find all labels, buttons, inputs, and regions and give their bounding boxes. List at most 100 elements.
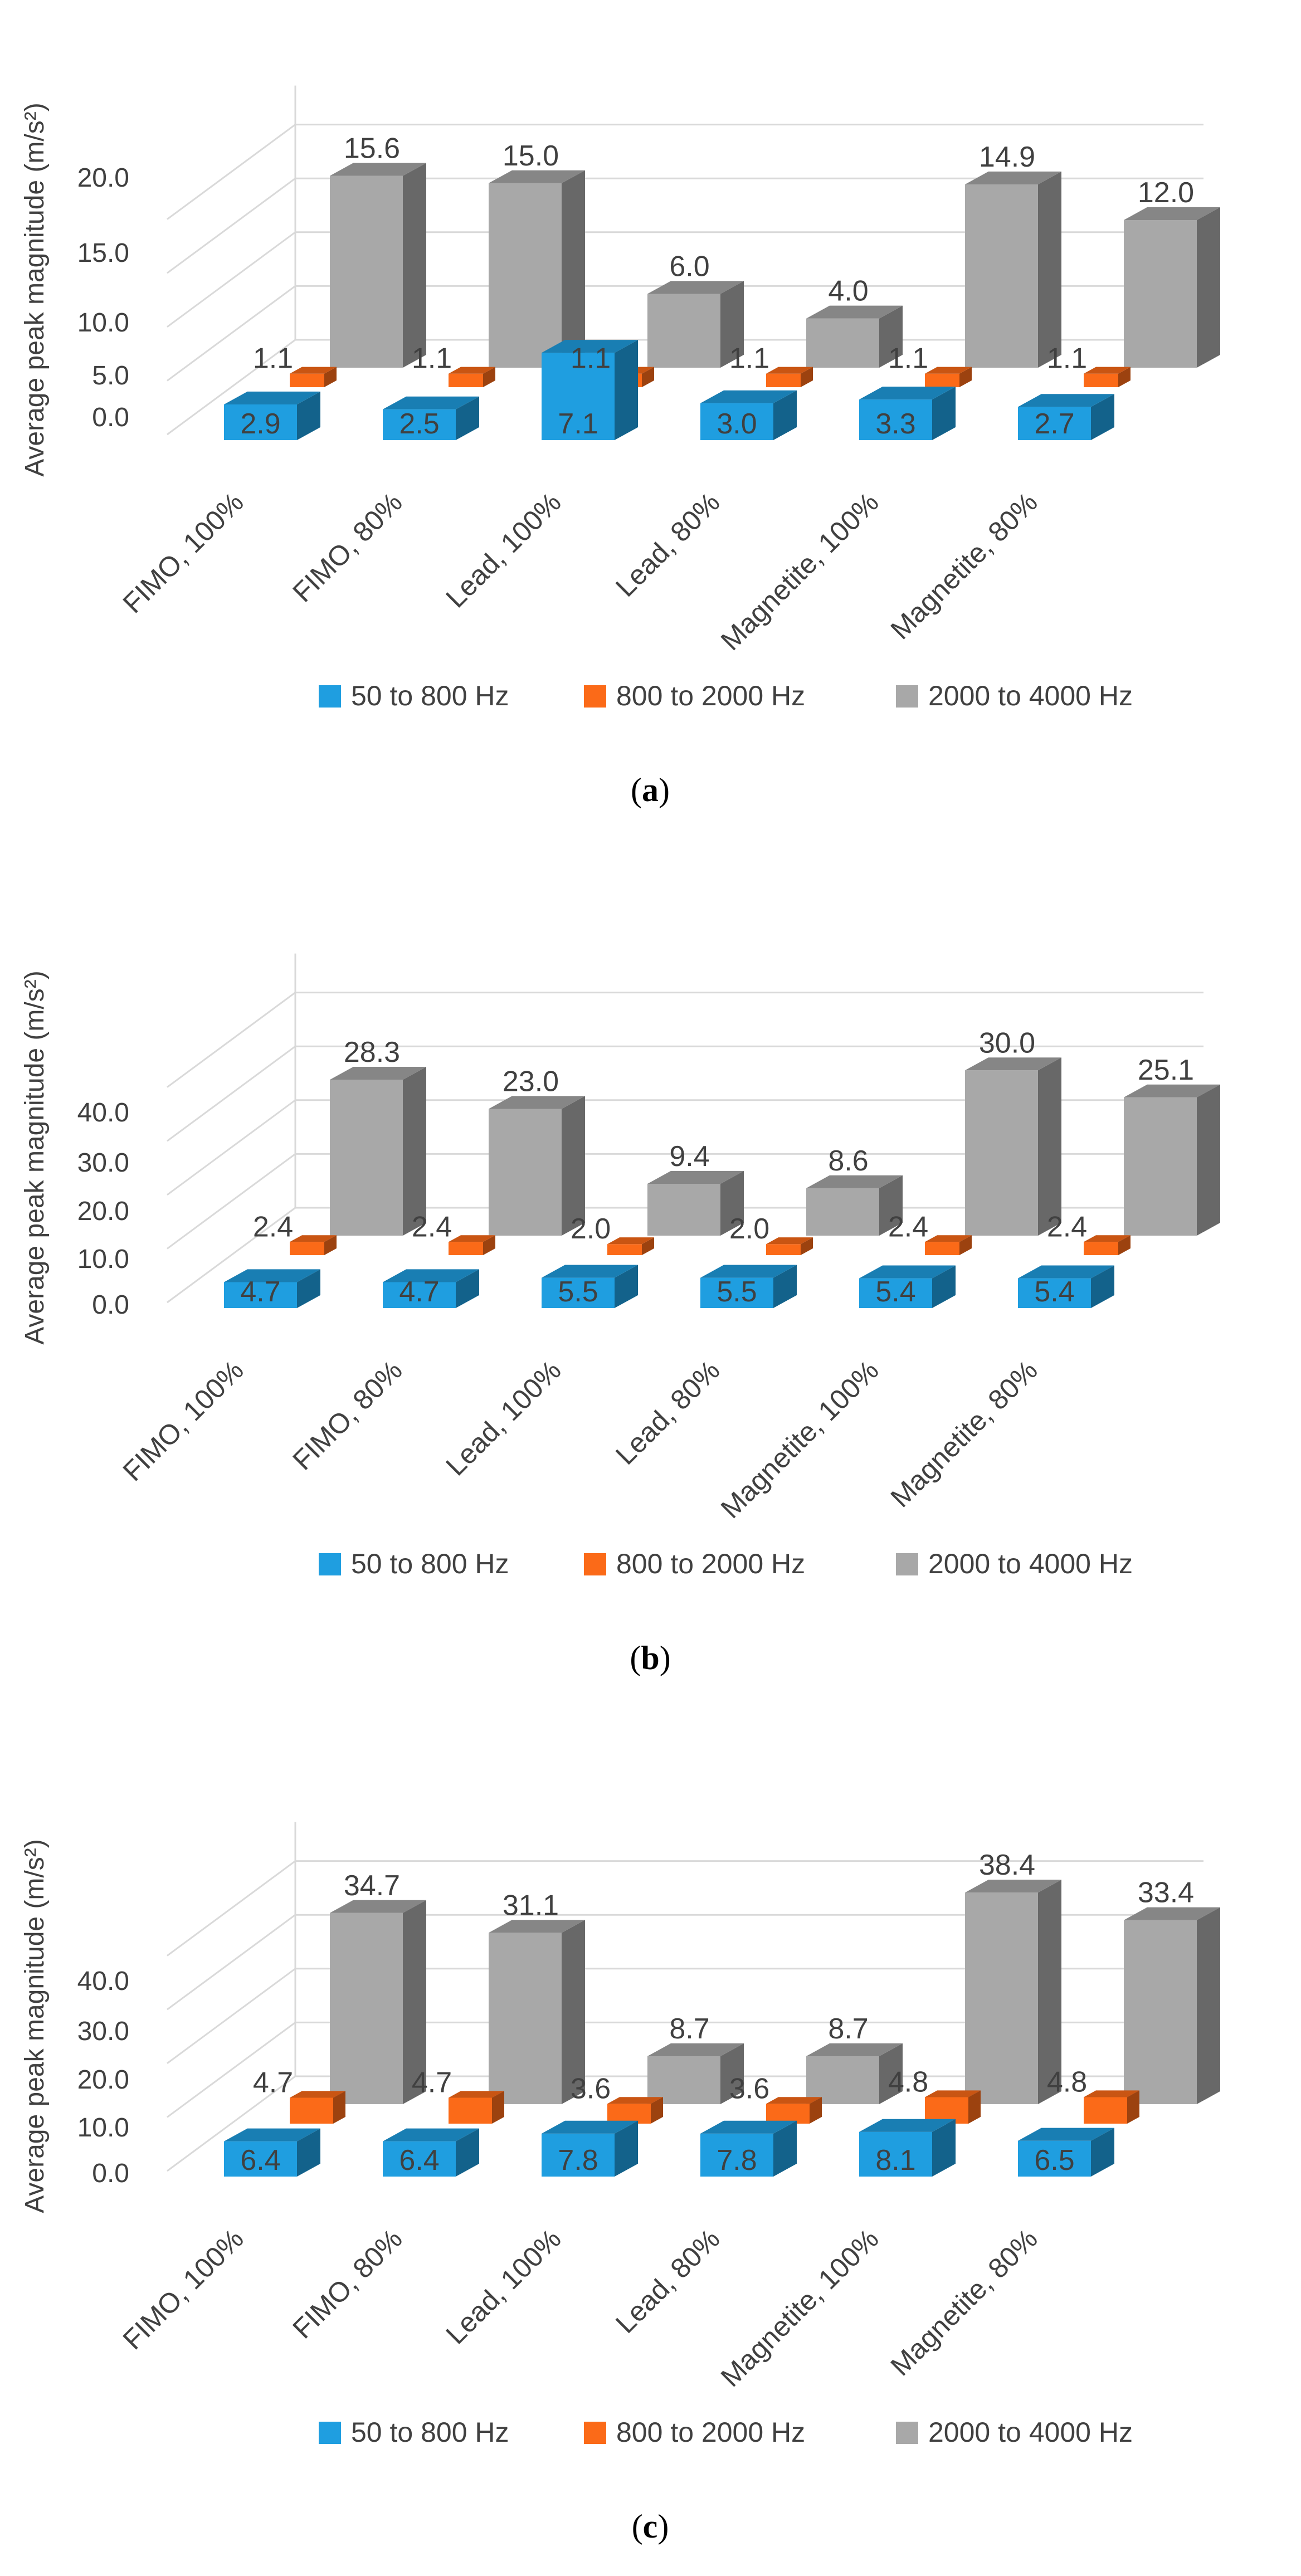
panel-caption: (c)	[632, 2508, 669, 2545]
data-label: 3.0	[717, 408, 757, 440]
bar-front	[489, 183, 562, 368]
legend-swatch	[584, 685, 606, 708]
bar-front	[383, 2141, 456, 2177]
gridline-slant	[167, 285, 296, 382]
gridline-slant	[167, 992, 296, 1088]
bar-front	[489, 1109, 562, 1236]
bar-side	[324, 1235, 337, 1255]
bar-side	[773, 1265, 797, 1308]
gridline-slant	[167, 1968, 296, 2065]
bar-side	[1118, 1235, 1131, 1255]
y-axis-ticks: 0.0 5.0 10.0 15.0 20.0	[77, 163, 129, 432]
bar-top	[647, 281, 744, 294]
bar-50-to-800-hz-2	[542, 1265, 638, 1308]
bar-side	[1091, 394, 1114, 440]
bar-front	[766, 1244, 801, 1255]
bar-side	[1091, 2128, 1114, 2177]
y-tick-label: 40.0	[77, 1098, 129, 1128]
y-tick-label: 0.0	[92, 2159, 129, 2188]
bar-side	[1127, 2090, 1139, 2124]
data-label: 8.7	[669, 2013, 709, 2045]
bar-800-to-2000-hz-5	[1084, 1235, 1131, 1255]
bar-800-to-2000-hz-4	[925, 2090, 981, 2124]
bar-side	[642, 367, 654, 387]
bar-side	[297, 391, 320, 440]
legend-label: 50 to 800 Hz	[351, 680, 509, 711]
bar-side	[1038, 1880, 1061, 2104]
bar-800-to-2000-hz-4	[925, 1235, 972, 1255]
bar-top	[330, 1067, 426, 1080]
bar-2000-to-4000-hz-2	[647, 2043, 744, 2104]
bar-side	[642, 1237, 654, 1255]
bar-front	[290, 2097, 333, 2124]
bar-front	[1084, 1242, 1118, 1255]
bar-front	[965, 1892, 1038, 2104]
y-tick-label: 20.0	[77, 2065, 129, 2095]
gridline-slant	[167, 1914, 296, 2011]
bar-50-to-800-hz-4	[859, 2119, 956, 2177]
bar-side	[615, 340, 638, 440]
bar-top	[859, 387, 956, 400]
x-category-label: Magnetite, 80%	[885, 486, 1044, 645]
bar-front	[647, 1184, 720, 1236]
bar-side	[879, 305, 903, 368]
x-category-label: Magnetite, 80%	[885, 1354, 1044, 1513]
bar-top	[449, 367, 495, 374]
bar-front	[607, 1244, 642, 1255]
x-category-label: Magnetite, 80%	[885, 2223, 1044, 2382]
bar-front	[1084, 373, 1118, 387]
y-axis-title: Average peak magnitude (m/s²)	[20, 103, 50, 476]
legend-swatch	[896, 2422, 918, 2444]
data-label: 15.0	[503, 140, 559, 172]
gridline-slant	[167, 2022, 296, 2118]
chart-panel-b: 0.0 10.0 20.0 30.0 40.0 Average peak magnitud…	[20, 953, 1220, 1676]
bar-front	[542, 353, 615, 440]
bar-side	[456, 2128, 479, 2177]
gridline-slant	[167, 177, 296, 274]
bar-50-to-800-hz-0	[224, 1269, 320, 1308]
bar-side	[615, 2120, 638, 2177]
chart-panel-c: 0.0 10.0 20.0 30.0 40.0 Average peak magnitud…	[20, 1822, 1220, 2545]
x-category-label: Lead, 80%	[610, 486, 726, 603]
bar-side	[403, 1900, 426, 2104]
data-label: 8.6	[828, 1145, 868, 1177]
bar-side	[810, 2097, 822, 2124]
legend: 50 to 800 Hz 800 to 2000 Hz 2000 to 4000 H…	[319, 2417, 1133, 2448]
bar-top	[806, 2043, 903, 2056]
bar-50-to-800-hz-1	[383, 2128, 479, 2177]
bar-50-to-800-hz-0	[224, 391, 320, 440]
bar-front	[647, 294, 720, 368]
bar-side	[562, 170, 585, 368]
data-label: 4.8	[1047, 2066, 1087, 2099]
data-label: 2.4	[412, 1211, 452, 1243]
panel-letter: b	[641, 1640, 659, 1676]
gridline-slant	[167, 1045, 296, 1142]
bar-top	[925, 2090, 981, 2097]
gridline-slant	[167, 1153, 296, 1250]
bar-side	[720, 281, 744, 368]
bars	[224, 163, 1220, 440]
bar-top	[965, 171, 1061, 184]
data-label: 7.8	[717, 2144, 757, 2177]
data-label: 4.7	[412, 2067, 452, 2099]
bar-800-to-2000-hz-0	[290, 2091, 345, 2124]
bar-top	[1018, 1265, 1114, 1279]
y-tick-label: 40.0	[77, 1967, 129, 1996]
bar-front	[925, 1242, 959, 1255]
bar-front	[330, 1080, 403, 1236]
legend-label: 800 to 2000 Hz	[616, 2417, 805, 2448]
bar-front	[607, 2104, 651, 2124]
bar-front	[1124, 1097, 1197, 1236]
bar-side	[456, 1269, 479, 1308]
bar-top	[700, 2120, 797, 2134]
bar-top	[1124, 207, 1220, 220]
bar-50-to-800-hz-5	[1018, 394, 1114, 440]
bar-front	[700, 1277, 773, 1308]
data-label: 23.0	[503, 1066, 559, 1098]
bar-side	[1038, 1057, 1061, 1236]
x-category-label: Magnetite, 100%	[715, 486, 885, 656]
bar-front	[766, 2104, 810, 2124]
data-label: 4.7	[240, 1276, 280, 1308]
data-label: 2.0	[729, 1213, 769, 1245]
bar-side	[801, 1237, 813, 1255]
